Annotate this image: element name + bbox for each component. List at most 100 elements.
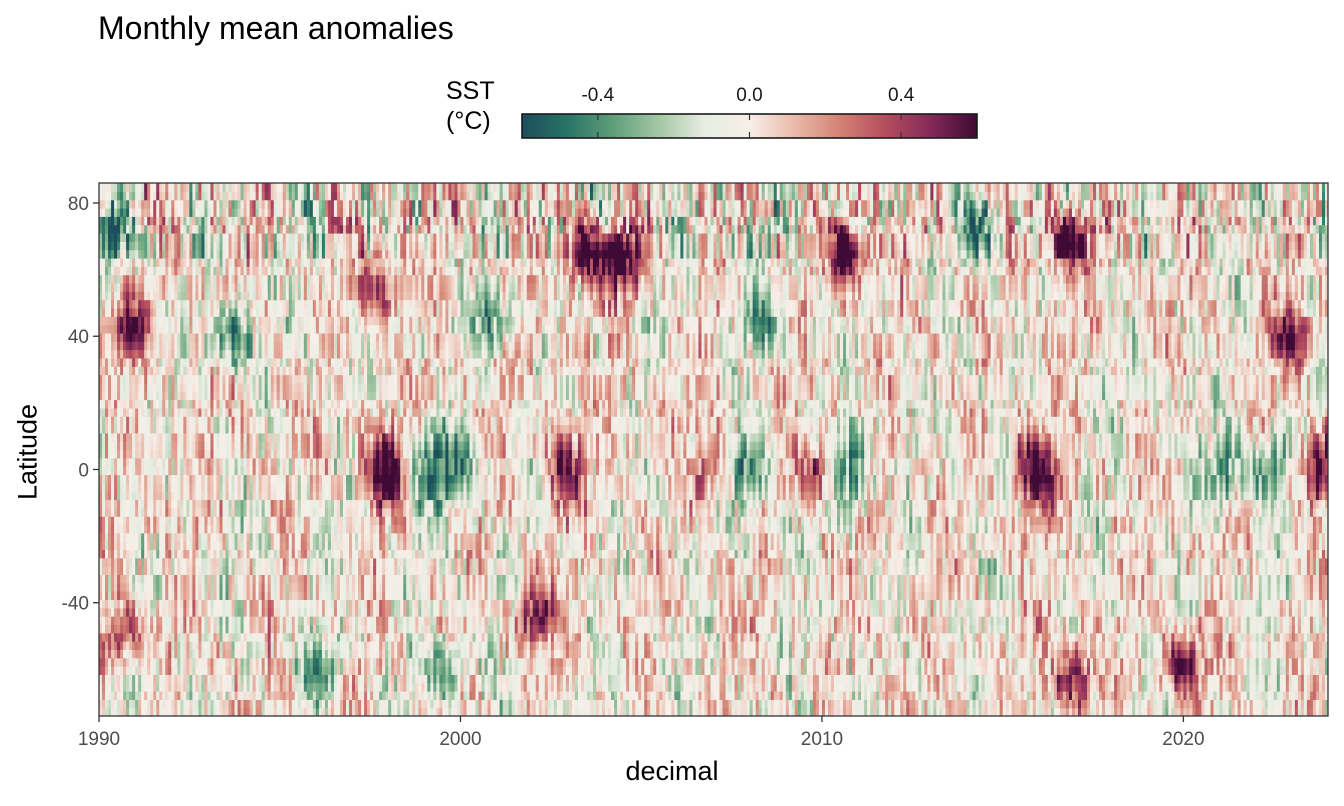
heatmap-cell [165, 249, 169, 259]
heatmap-cell [192, 282, 196, 292]
heatmap-cell [213, 574, 218, 584]
heatmap-cell [171, 632, 175, 642]
heatmap-cell [156, 299, 160, 309]
heatmap-cell [126, 407, 130, 417]
heatmap-cell [213, 382, 218, 392]
heatmap-cell [210, 566, 215, 576]
heatmap-cell [198, 241, 203, 251]
heatmap-cell [99, 507, 103, 517]
heatmap-cell [120, 257, 124, 267]
heatmap-cell [192, 232, 196, 242]
heatmap-cell [105, 299, 109, 309]
heatmap-cell [180, 307, 184, 317]
heatmap-cell [105, 241, 109, 251]
heatmap-cell [114, 566, 118, 576]
heatmap-cell [192, 599, 196, 609]
heatmap-cell [204, 241, 209, 251]
heatmap-cell [210, 574, 215, 584]
heatmap-cell [210, 616, 215, 625]
heatmap-cell [171, 466, 175, 476]
heatmap-cell [132, 641, 136, 650]
heatmap-cell [132, 516, 136, 526]
heatmap-cell [144, 449, 148, 459]
heatmap-cell [174, 374, 178, 384]
heatmap-cell [108, 616, 112, 625]
heatmap-cell [111, 649, 115, 659]
heatmap-cell [180, 591, 184, 601]
heatmap-cell [144, 616, 148, 625]
heatmap-cell [177, 699, 181, 709]
heatmap-cell [111, 582, 115, 592]
heatmap-cell [177, 566, 181, 576]
heatmap-cell [138, 541, 142, 551]
heatmap-cell [204, 407, 209, 417]
heatmap-cell [162, 324, 166, 334]
heatmap-cell [159, 524, 163, 534]
heatmap-cell [174, 532, 178, 542]
heatmap-cell [129, 616, 133, 625]
heatmap-cell [117, 549, 121, 559]
heatmap-cell [114, 366, 118, 376]
heatmap-cell [117, 432, 121, 442]
heatmap-cell [162, 332, 166, 342]
heatmap-cell [117, 274, 121, 284]
heatmap-cell [117, 557, 121, 567]
heatmap-cell [150, 499, 154, 509]
heatmap-cell [207, 391, 212, 401]
heatmap-cell [132, 224, 136, 234]
heatmap-cell [135, 599, 139, 609]
heatmap-cell [171, 257, 175, 267]
heatmap-cell [216, 616, 221, 625]
heatmap-cell [210, 241, 215, 251]
heatmap-cell [135, 449, 139, 459]
heatmap-cell [183, 183, 187, 192]
heatmap-cell [192, 357, 196, 367]
heatmap-cell [195, 557, 199, 567]
heatmap-cell [192, 507, 196, 517]
heatmap-cell [195, 566, 199, 576]
heatmap-cell [198, 249, 203, 259]
heatmap-cell [108, 707, 112, 716]
heatmap-cell [189, 199, 193, 209]
heatmap-cell [114, 682, 118, 692]
heatmap-cell [171, 457, 175, 467]
heatmap-cell [204, 216, 209, 226]
heatmap-cell [207, 324, 212, 334]
heatmap-cell [123, 632, 127, 642]
heatmap-cell [213, 441, 218, 451]
heatmap-cell [114, 357, 118, 367]
heatmap-cell [165, 366, 169, 376]
heatmap-cell [162, 432, 166, 442]
heatmap-cell [129, 682, 133, 692]
heatmap-cell [180, 674, 184, 684]
heatmap-cell [120, 316, 124, 326]
heatmap-cell [105, 449, 109, 459]
heatmap-cell [159, 574, 163, 584]
heatmap-cell [162, 632, 166, 642]
heatmap-cell [198, 232, 203, 242]
heatmap-cell [153, 382, 157, 392]
heatmap-cell [204, 474, 209, 484]
heatmap-cell [126, 599, 130, 609]
heatmap-cell [213, 491, 218, 501]
heatmap-cell [201, 432, 206, 442]
heatmap-cell [168, 466, 172, 476]
heatmap-cell [192, 491, 196, 501]
heatmap-cell [162, 224, 166, 234]
heatmap-cell [129, 691, 133, 700]
heatmap-cell [162, 424, 166, 434]
heatmap-cell [174, 191, 178, 201]
heatmap-cell [180, 341, 184, 351]
heatmap-cell [156, 432, 160, 442]
heatmap-cell [111, 641, 115, 650]
heatmap-cell [123, 557, 127, 567]
heatmap-cell [162, 191, 166, 201]
heatmap-cell [195, 574, 199, 584]
heatmap-cell [183, 416, 187, 426]
heatmap-cell [192, 299, 196, 309]
heatmap-cell [207, 407, 212, 417]
heatmap-cell [165, 216, 169, 226]
heatmap-cell [120, 507, 124, 517]
heatmap-cell [123, 274, 127, 284]
heatmap-cell [195, 232, 199, 242]
